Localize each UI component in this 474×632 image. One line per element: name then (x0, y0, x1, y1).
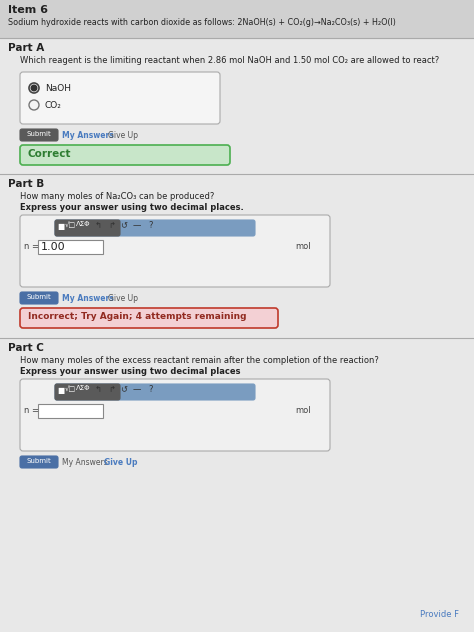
Text: Item 6: Item 6 (8, 5, 48, 15)
Text: ΛΣΦ: ΛΣΦ (76, 385, 91, 391)
Text: √□: √□ (65, 221, 76, 228)
FancyBboxPatch shape (55, 220, 120, 236)
Text: ↱: ↱ (108, 385, 115, 394)
Bar (38, 240, 103, 254)
Text: Sodium hydroxide reacts with carbon dioxide as follows: 2NaOH(s) + CO₂(g)→Na₂CO₃: Sodium hydroxide reacts with carbon diox… (8, 18, 396, 27)
Text: My Answers: My Answers (62, 458, 108, 467)
Text: Express your answer using two decimal places: Express your answer using two decimal pl… (20, 367, 240, 376)
Text: Submit: Submit (27, 131, 51, 137)
FancyBboxPatch shape (55, 220, 255, 236)
Text: 1.00: 1.00 (41, 242, 65, 252)
Text: Part B: Part B (8, 179, 44, 189)
Text: Which reagent is the limiting reactant when 2.86 mol NaOH and 1.50 mol CO₂ are a: Which reagent is the limiting reactant w… (20, 56, 439, 65)
Text: n =: n = (24, 406, 39, 415)
Text: Part C: Part C (8, 343, 44, 353)
Bar (0, 0, 474, 38)
Text: mol: mol (295, 406, 310, 415)
FancyBboxPatch shape (20, 129, 58, 141)
Text: ■: ■ (57, 386, 64, 395)
Bar (38, 404, 103, 418)
Text: My Answers: My Answers (62, 294, 114, 303)
Text: —: — (133, 385, 141, 394)
Text: n =: n = (24, 242, 39, 251)
Text: Provide F: Provide F (420, 610, 459, 619)
Text: Submit: Submit (27, 458, 51, 464)
FancyBboxPatch shape (20, 308, 278, 328)
FancyBboxPatch shape (20, 456, 58, 468)
Text: ■: ■ (57, 222, 64, 231)
Text: How many moles of Na₂CO₃ can be produced?: How many moles of Na₂CO₃ can be produced… (20, 192, 214, 201)
FancyBboxPatch shape (20, 145, 230, 165)
Text: CO₂: CO₂ (45, 101, 62, 110)
Text: Correct: Correct (28, 149, 72, 159)
Text: ↰: ↰ (95, 221, 102, 230)
Text: ↺: ↺ (120, 221, 127, 230)
FancyBboxPatch shape (20, 379, 330, 451)
Text: Give Up: Give Up (104, 458, 137, 467)
Text: Give Up: Give Up (108, 294, 138, 303)
Text: ?: ? (148, 385, 153, 394)
Text: ↰: ↰ (95, 385, 102, 394)
Text: Give Up: Give Up (108, 131, 138, 140)
Text: Submit: Submit (27, 294, 51, 300)
Text: Part A: Part A (8, 43, 44, 53)
FancyBboxPatch shape (55, 384, 120, 400)
FancyBboxPatch shape (20, 72, 220, 124)
Text: ?: ? (148, 221, 153, 230)
FancyBboxPatch shape (20, 215, 330, 287)
Text: NaOH: NaOH (45, 84, 71, 93)
Text: ↱: ↱ (108, 221, 115, 230)
Text: mol: mol (295, 242, 310, 251)
FancyBboxPatch shape (55, 384, 255, 400)
Text: My Answers: My Answers (62, 131, 114, 140)
Text: —: — (133, 221, 141, 230)
Text: How many moles of the excess reactant remain after the completion of the reactio: How many moles of the excess reactant re… (20, 356, 379, 365)
Text: √□: √□ (65, 385, 76, 392)
FancyBboxPatch shape (20, 292, 58, 304)
Text: ΛΣΦ: ΛΣΦ (76, 221, 91, 227)
Circle shape (31, 85, 37, 91)
Text: Incorrect; Try Again; 4 attempts remaining: Incorrect; Try Again; 4 attempts remaini… (28, 312, 246, 321)
Text: ↺: ↺ (120, 385, 127, 394)
Text: Express your answer using two decimal places.: Express your answer using two decimal pl… (20, 203, 244, 212)
